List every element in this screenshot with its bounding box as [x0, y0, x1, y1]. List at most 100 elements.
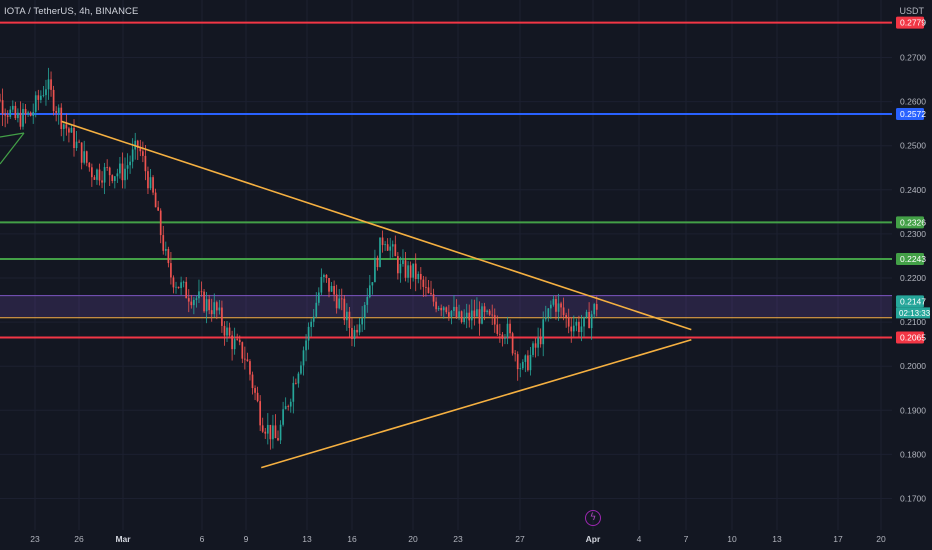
candle-body	[588, 311, 590, 329]
candle-body	[259, 401, 262, 426]
time-tick-label[interactable]: 6	[200, 534, 205, 544]
candle-body	[295, 382, 297, 384]
candle-body	[261, 425, 264, 432]
countdown-label: 02:13:33	[899, 309, 931, 318]
price-tick-label: 0.2300	[900, 229, 926, 239]
candle-body	[445, 307, 448, 313]
candle-body	[96, 169, 98, 180]
time-tick-label[interactable]: Apr	[586, 534, 601, 544]
candle-body	[580, 326, 583, 333]
candle-body	[167, 248, 170, 264]
candle-body	[52, 89, 55, 112]
candle-body	[317, 292, 320, 303]
candle-body	[24, 108, 27, 115]
candle-body	[251, 374, 254, 389]
candle-body	[297, 373, 300, 384]
candle-body	[142, 151, 144, 156]
trendlines[interactable]	[61, 120, 692, 469]
candle-body	[238, 339, 241, 343]
time-tick-label[interactable]: 7	[684, 534, 689, 544]
time-tick-label[interactable]: 20	[876, 534, 886, 544]
candle-body	[221, 307, 223, 326]
time-tick-label[interactable]: 13	[302, 534, 312, 544]
time-tick-label[interactable]: Mar	[115, 534, 131, 544]
time-tick-label[interactable]: 23	[30, 534, 40, 544]
candle-body	[22, 108, 24, 127]
candle-body	[205, 299, 208, 312]
candle-body	[338, 298, 341, 309]
candle-body	[583, 317, 585, 327]
candle-body	[458, 311, 460, 318]
candle-body	[164, 248, 167, 251]
time-tick-label[interactable]: 13	[772, 534, 782, 544]
candle-body	[463, 317, 466, 323]
price-tick-label: 0.2700	[900, 53, 926, 63]
time-axis-ticks[interactable]: 23 26 Mar 6 9 13 16 20 23 27 Apr 4 7 10 13 17 20	[30, 534, 886, 544]
candle-body	[170, 263, 172, 278]
time-tick-label[interactable]: 27	[515, 534, 525, 544]
candle-body	[62, 124, 65, 129]
trendline-lower[interactable]	[261, 338, 692, 469]
candles[interactable]	[0, 51, 598, 450]
candle-body	[83, 151, 86, 163]
symbol-title[interactable]: IOTA / TetherUS, 4h, BINANCE	[4, 6, 139, 17]
time-tick-label[interactable]: 23	[453, 534, 463, 544]
time-tick-label[interactable]: 10	[727, 534, 737, 544]
time-tick-label[interactable]: 9	[244, 534, 249, 544]
candle-body	[560, 303, 562, 308]
price-axis[interactable]	[892, 0, 932, 550]
time-tick-label[interactable]: 16	[347, 534, 357, 544]
candle-body	[103, 167, 106, 183]
candle-body	[399, 263, 402, 274]
candle-body	[455, 306, 458, 318]
time-tick-label[interactable]: 26	[74, 534, 84, 544]
candle-body	[521, 361, 524, 369]
candle-body	[91, 167, 93, 178]
candle-body	[544, 317, 547, 320]
candle-body	[550, 304, 552, 309]
candle-body	[208, 299, 211, 311]
time-tick-label[interactable]: 20	[408, 534, 418, 544]
candle-body	[180, 282, 182, 289]
candle-body	[404, 260, 407, 278]
candle-body	[78, 141, 80, 143]
candle-body	[516, 354, 519, 370]
candle-body	[325, 274, 328, 278]
candle-body	[231, 335, 233, 350]
candle-body	[287, 406, 290, 407]
price-tick-label: 0.1900	[900, 405, 926, 415]
currency-label[interactable]: USDT	[899, 6, 925, 16]
candle-body	[496, 324, 499, 334]
price-tick-label: 0.2400	[900, 185, 926, 195]
price-badge-label: 0.2326	[900, 217, 926, 227]
candle-body	[363, 304, 366, 319]
candle-body	[386, 244, 389, 251]
price-tick-label: 0.2600	[900, 97, 926, 107]
candle-body	[226, 327, 228, 336]
candle-body	[139, 147, 142, 152]
candle-body	[182, 281, 185, 283]
candle-body	[534, 343, 537, 348]
candle-body	[330, 285, 333, 292]
candle-body	[305, 340, 307, 351]
candle-body	[353, 329, 356, 340]
time-tick-label[interactable]: 4	[637, 534, 642, 544]
candle-body	[514, 353, 517, 355]
trendline-upper[interactable]	[61, 120, 692, 331]
horizontal-levels[interactable]	[0, 21, 892, 339]
candle-body	[106, 167, 109, 168]
candle-body	[37, 95, 40, 100]
candle-body	[366, 297, 369, 305]
candle-body	[361, 318, 364, 325]
candle-body	[425, 286, 427, 288]
countdown-badge	[896, 307, 930, 319]
candle-body	[126, 165, 129, 169]
candle-body	[323, 274, 325, 277]
time-tick-label[interactable]: 17	[833, 534, 843, 544]
candle-body	[532, 343, 534, 355]
lightning-bolt-icon[interactable]: ϟ	[585, 510, 601, 526]
candle-body	[504, 337, 506, 339]
price-badge	[896, 253, 924, 266]
price-tick-label: 0.2200	[900, 273, 926, 283]
